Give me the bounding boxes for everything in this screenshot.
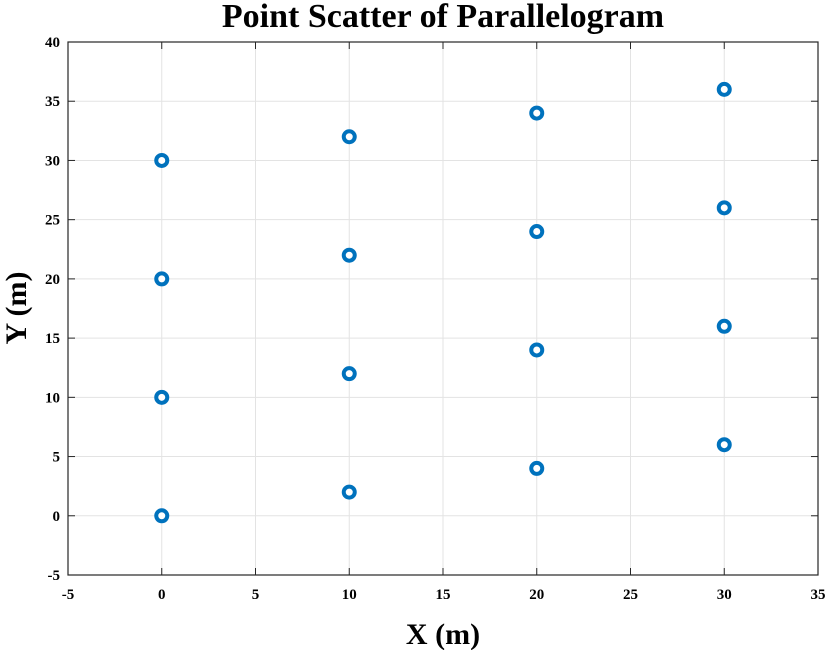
x-tick-labels: -5 0 5 10 15 20 25 30 35 [62, 587, 826, 603]
x-axis-label: X (m) [406, 618, 480, 650]
y-tick-label: 0 [53, 509, 61, 525]
y-tick-label: 5 [53, 450, 61, 466]
axis-ticks [67, 41, 819, 576]
scatter-point [716, 437, 732, 453]
x-tick-label: 10 [342, 587, 357, 603]
x-tick-label: 35 [811, 587, 826, 603]
scatter-point [154, 508, 170, 524]
scatter-point [529, 460, 545, 476]
scatter-point [154, 271, 170, 287]
scatter-point [529, 105, 545, 121]
y-tick-label: 35 [45, 94, 60, 110]
y-tick-label: 20 [45, 272, 60, 288]
scatter-point [716, 318, 732, 334]
scatter-point [154, 389, 170, 405]
scatter-point [529, 342, 545, 358]
chart-title: Point Scatter of Parallelogram [222, 0, 664, 35]
x-tick-label: 30 [717, 587, 732, 603]
y-tick-label: 25 [45, 213, 60, 229]
scatter-point [341, 366, 357, 382]
scatter-point [154, 152, 170, 168]
x-tick-label: 0 [158, 587, 166, 603]
scatter-point [716, 200, 732, 216]
data-points [154, 81, 732, 524]
scatter-point [341, 129, 357, 145]
grid-lines [68, 42, 818, 575]
x-tick-label: 5 [252, 587, 260, 603]
scatter-point [529, 224, 545, 240]
x-tick-label: -5 [62, 587, 75, 603]
x-tick-label: 20 [529, 587, 544, 603]
y-axis-label: Y (m) [0, 271, 33, 344]
scatter-point [716, 81, 732, 97]
y-tick-label: -5 [48, 568, 61, 584]
y-tick-label: 15 [45, 331, 60, 347]
y-tick-label: 40 [45, 35, 60, 51]
y-tick-labels: -5 0 5 10 15 20 25 30 35 40 [45, 35, 60, 584]
y-tick-label: 10 [45, 390, 60, 406]
scatter-point [341, 484, 357, 500]
scatter-point [341, 247, 357, 263]
x-tick-label: 25 [623, 587, 638, 603]
y-tick-label: 30 [45, 153, 60, 169]
x-tick-label: 15 [436, 587, 451, 603]
